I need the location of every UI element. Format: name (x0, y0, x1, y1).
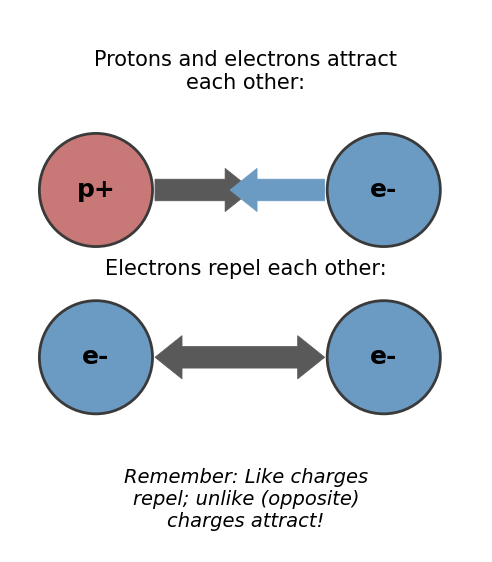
Polygon shape (155, 169, 252, 212)
Text: Protons and electrons attract
each other:: Protons and electrons attract each other… (94, 50, 398, 93)
Text: e-: e- (370, 178, 398, 202)
Circle shape (39, 133, 153, 247)
Text: p+: p+ (77, 178, 115, 202)
Polygon shape (155, 336, 325, 379)
Polygon shape (230, 169, 325, 212)
Text: Remember: Like charges
repel; unlike (opposite)
charges attract!: Remember: Like charges repel; unlike (op… (124, 468, 368, 531)
Text: e-: e- (370, 345, 398, 369)
Circle shape (39, 301, 153, 414)
Text: Electrons repel each other:: Electrons repel each other: (105, 259, 387, 279)
Circle shape (327, 133, 440, 247)
Circle shape (327, 301, 440, 414)
Text: e-: e- (82, 345, 110, 369)
